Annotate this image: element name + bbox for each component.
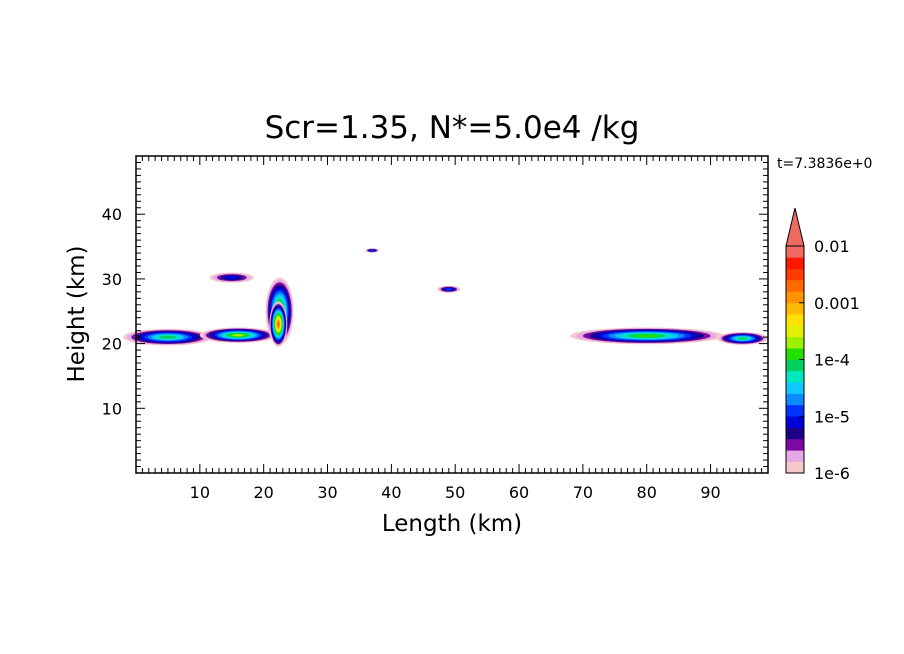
y-tick-label: 20 (102, 335, 122, 354)
contour-level (277, 321, 280, 327)
concentration-blob (209, 272, 255, 283)
contour-level (445, 288, 453, 291)
time-label: t=7.3836e+0 (777, 156, 872, 172)
contour-level (370, 249, 375, 252)
contour-level (737, 337, 748, 340)
colorbar-tick-label: 0.01 (814, 237, 850, 256)
colorbar-segment (786, 257, 804, 269)
colorbar-segment (786, 370, 804, 383)
y-axis-label: Height (km) (64, 245, 90, 382)
colorbar-segment (786, 291, 804, 304)
x-tick-label: 20 (253, 483, 273, 502)
colorbar-segment (786, 348, 804, 360)
concentration-blob (437, 285, 461, 293)
colorbar-tick-label: 1e-6 (814, 464, 850, 483)
colorbar-segment (786, 427, 804, 440)
colorbar-tick-label: 1e-5 (814, 407, 850, 426)
x-tick-label: 80 (637, 483, 657, 502)
colorbar-segment (786, 404, 804, 417)
colorbar-segment (786, 461, 804, 474)
chart-title: Scr=1.35, N*=5.0e4 /kg (265, 110, 640, 146)
colorbar-segment (786, 438, 804, 451)
x-tick-label: 30 (317, 483, 337, 502)
concentration-blob (716, 331, 768, 345)
x-tick-label: 40 (381, 483, 401, 502)
contour-level (159, 335, 177, 339)
colorbar-arrow (785, 207, 805, 247)
colorbar-segment (786, 450, 804, 462)
colorbar-segment (786, 416, 804, 428)
colorbar-segment (786, 393, 804, 406)
concentration-blob (199, 327, 277, 343)
colorbar-tick-label: 1e-4 (814, 351, 850, 370)
colorbar-segment (786, 280, 804, 292)
colorbar: 0.01 0.001 1e-4 1e-5 1e-6 (785, 207, 860, 483)
y-tick-label: 30 (102, 270, 122, 289)
colorbar-segment (786, 359, 804, 372)
contour-level (224, 275, 240, 280)
colorbar-tick-label: 0.001 (814, 294, 860, 313)
colorbar-segment (786, 302, 804, 315)
colorbar-segment (786, 314, 804, 326)
x-tick-label: 70 (573, 483, 593, 502)
concentration-blob (365, 248, 380, 253)
x-tick-label: 50 (445, 483, 465, 502)
concentration-field (123, 248, 768, 347)
contour-level (232, 334, 245, 337)
colorbar-segment (786, 336, 804, 349)
x-axis-ticks: 10 20 30 40 50 60 70 80 90 (141, 156, 763, 502)
y-tick-label: 40 (102, 205, 122, 224)
x-tick-label: 10 (190, 483, 210, 502)
concentration-blob (123, 328, 213, 346)
x-tick-label: 90 (700, 483, 720, 502)
colorbar-segment (786, 268, 804, 281)
x-axis-label: Length (km) (382, 511, 522, 537)
contour-level (633, 334, 660, 338)
plot-area: 10 20 30 40 50 60 70 80 90 10 20 30 40 (102, 155, 769, 502)
y-tick-label: 10 (102, 399, 122, 418)
concentration-blob (269, 301, 288, 347)
colorbar-segment (786, 382, 804, 394)
plot-frame (135, 155, 769, 474)
concentration-blob (570, 327, 724, 345)
y-axis-ticks: 10 20 30 40 (102, 161, 768, 468)
colorbar-segment (786, 325, 804, 338)
x-tick-label: 60 (509, 483, 529, 502)
colorbar-segment (786, 246, 804, 258)
